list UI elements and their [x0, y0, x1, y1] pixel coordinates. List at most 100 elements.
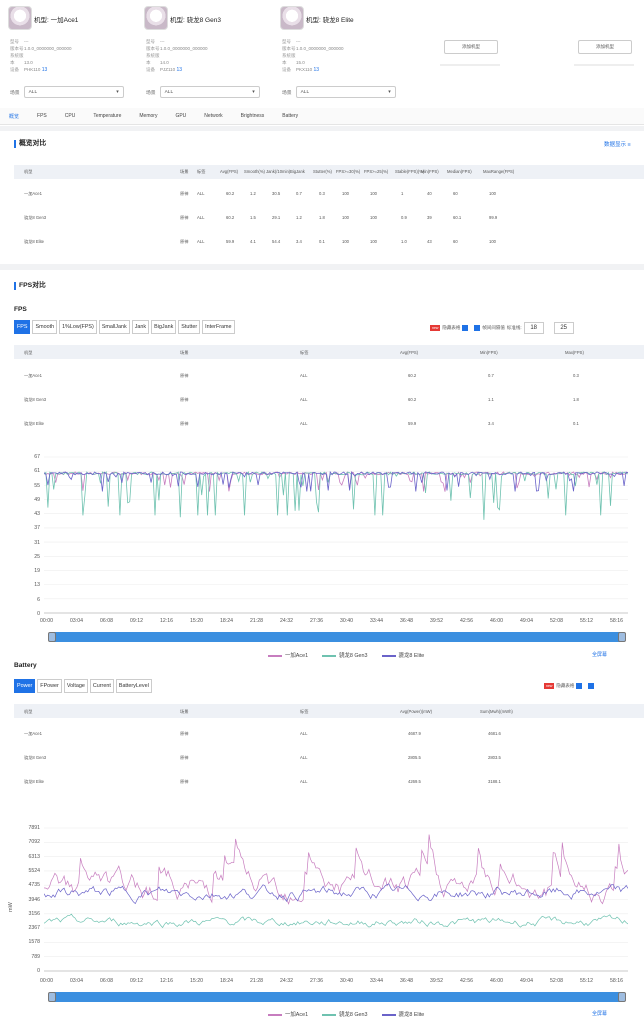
legend-elite[interactable]: 骁龙8 Elite — [381, 1010, 424, 1018]
legend-gen3[interactable]: 骁龙8 Gen3 — [322, 1010, 368, 1018]
threshold-input-1[interactable]: 18 — [523, 322, 544, 334]
device-card-2: 机型: 骁龙8 Gen3 型号 --- 版本号1.0.0_0000000_0000… — [136, 4, 271, 100]
y-tick-label: 67 — [34, 454, 40, 460]
threshold-input-2[interactable]: 25 — [553, 322, 574, 334]
battery-table-cell: 4687.9 — [408, 731, 421, 736]
fps-table-header-cell: Min(FPS) — [480, 350, 498, 355]
x-tick-label: 36:48 — [400, 978, 413, 984]
summary-cell: ALL — [197, 239, 205, 244]
y-tick-label: 43 — [34, 511, 40, 518]
fps-table-cell: 原神 — [180, 421, 189, 426]
tab-fps[interactable]: FPS — [37, 113, 47, 119]
tab-interframe[interactable]: InterFrame — [202, 320, 235, 334]
tab-voltage[interactable]: Voltage — [63, 679, 88, 693]
tab-cpu[interactable]: CPU — [64, 113, 76, 119]
summary-cell: 29.1 — [272, 215, 281, 220]
x-tick-label: 39:52 — [430, 978, 443, 984]
legend-ace1[interactable]: 一加Ace1 — [268, 1010, 308, 1018]
summary-cell: 1.2 — [296, 215, 302, 220]
display-settings-link[interactable]: 数据显示 ≡ — [604, 142, 631, 148]
battery-controls: new 隐藏表格 — [544, 683, 595, 689]
device-meta: 型号 --- 版本号1.0.0_0000000_000000 系统版本 13.0 设… — [10, 39, 72, 73]
summary-cell: 43 — [427, 239, 432, 244]
summary-cell: 100 — [370, 239, 377, 244]
tab-1low[interactable]: 1%Low(FPS) — [59, 320, 97, 334]
interframe-checkbox[interactable] — [474, 325, 481, 331]
y-tick-label: 6 — [37, 596, 40, 603]
fps-table-header-cell: Max(FPS) — [565, 350, 584, 355]
y-tick-label: 0 — [37, 968, 40, 974]
add-device-button[interactable]: 添加机型 — [578, 40, 632, 54]
x-tick-label: 33:44 — [370, 978, 383, 984]
battery-table-cell: 3188.1 — [488, 779, 501, 784]
legend-elite[interactable]: 骁龙8 Elite — [381, 651, 424, 659]
battery-fullscreen-link[interactable]: 全屏幕 — [592, 1011, 608, 1017]
tab-gpu[interactable]: GPU — [175, 113, 187, 119]
hide-table-checkbox[interactable] — [576, 683, 583, 689]
fps-fullscreen-link[interactable]: 全屏幕 — [592, 652, 608, 658]
summary-cell: 原神 — [180, 239, 189, 244]
summary-header-cell: Stable(FPS)(%) — [395, 169, 425, 174]
tab-brightness[interactable]: Brightness — [240, 113, 265, 119]
tab-smalljank[interactable]: SmallJank — [98, 320, 130, 334]
tab-fps-metric[interactable]: FPS — [14, 320, 31, 334]
tab-network[interactable]: Network — [204, 113, 223, 119]
tab-smooth[interactable]: Smooth — [32, 320, 58, 334]
x-tick-label: 46:00 — [490, 618, 503, 624]
tab-battery[interactable]: Battery — [282, 113, 299, 119]
x-tick-label: 00:00 — [40, 978, 53, 984]
fps-table-cell: 0.7 — [488, 373, 494, 378]
summary-header-cell: Jank(/10min) — [266, 169, 291, 174]
tab-temperature[interactable]: Temperature — [93, 113, 122, 119]
tab-power[interactable]: Power — [14, 679, 36, 693]
hide-table-checkbox[interactable] — [462, 325, 469, 331]
slider-handle-left[interactable] — [48, 632, 56, 642]
x-tick-label: 27:36 — [310, 618, 323, 624]
tab-batterylevel[interactable]: BatteryLevel — [115, 679, 152, 693]
legend-gen3[interactable]: 骁龙8 Gen3 — [322, 651, 368, 659]
scene-select[interactable]: ALL ▾ — [295, 86, 396, 98]
y-tick-label: 3156 — [28, 910, 40, 917]
x-tick-label: 39:52 — [430, 618, 443, 624]
fps-table-cell: 一加Ace1 — [24, 373, 42, 378]
legend-ace1[interactable]: 一加Ace1 — [268, 651, 308, 659]
hide-table-label: 隐藏表格 — [556, 683, 575, 688]
tab-memory[interactable]: Memory — [139, 113, 158, 119]
option-checkbox[interactable] — [588, 683, 595, 689]
new-badge: new — [544, 683, 555, 689]
x-tick-label: 06:08 — [100, 978, 113, 984]
series-ace1 — [44, 471, 628, 492]
summary-header-cell: Avg(FPS) — [220, 169, 239, 174]
battery-table-header-cell: Sum(Mwh)(mWh) — [480, 709, 513, 714]
summary-cell: 40 — [427, 191, 432, 196]
battery-table-cell: 原神 — [180, 731, 189, 736]
tab-jank[interactable]: Jank — [131, 320, 150, 334]
tab-fpower[interactable]: FPower — [37, 679, 62, 693]
placeholder-line — [440, 64, 500, 66]
summary-cell: 骁龙8 Gen3 — [24, 215, 47, 220]
x-tick-label: 06:08 — [100, 618, 113, 624]
summary-header-cell: Median(FPS) — [447, 169, 472, 174]
slider-handle-right[interactable] — [618, 992, 626, 1002]
fps-table-cell: ALL — [300, 373, 308, 378]
x-tick-label: 12:16 — [160, 618, 173, 624]
tab-current[interactable]: Current — [89, 679, 114, 693]
battery-table-cell: 原神 — [180, 755, 189, 760]
x-tick-label: 36:48 — [400, 618, 413, 624]
scene-select[interactable]: ALL ▾ — [23, 86, 124, 98]
scene-select[interactable]: ALL ▾ — [159, 86, 260, 98]
fps-chart — [44, 456, 628, 614]
slider-handle-right[interactable] — [618, 632, 626, 642]
summary-header-cell: BigJank — [290, 169, 305, 174]
slider-handle-left[interactable] — [48, 992, 56, 1002]
add-device-button[interactable]: 添加机型 — [444, 40, 498, 54]
x-tick-label: 03:04 — [70, 618, 83, 624]
tab-stutter[interactable]: Stutter — [178, 320, 201, 334]
summary-cell: 100 — [342, 191, 349, 196]
tab-bigjank[interactable]: BigJank — [151, 320, 177, 334]
fps-table-cell: ALL — [300, 421, 308, 426]
battery-time-slider[interactable] — [48, 992, 626, 1002]
battery-table-cell: ALL — [300, 779, 308, 784]
tab-overview[interactable]: 概览 — [9, 113, 20, 120]
fps-time-slider[interactable] — [48, 632, 626, 642]
